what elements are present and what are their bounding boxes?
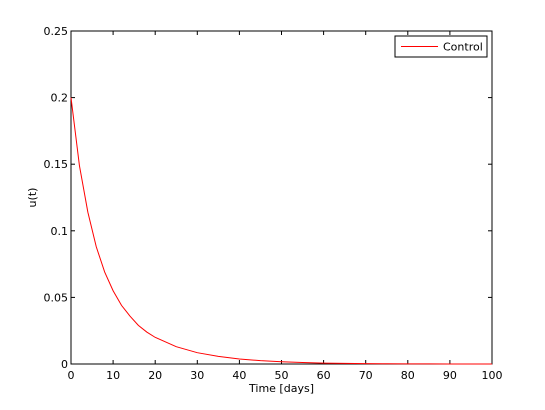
y-axis-label: u(t) — [26, 188, 39, 208]
x-tick-label: 30 — [190, 369, 204, 382]
x-tick-label: 60 — [317, 369, 331, 382]
y-tick-label: 0.1 — [51, 225, 69, 238]
series-layer — [70, 97, 492, 365]
y-tick-label: 0.25 — [44, 25, 69, 38]
x-tick-label: 0 — [68, 369, 75, 382]
y-tick-label: 0.15 — [44, 158, 69, 171]
y-tick-label: 0.05 — [44, 291, 69, 304]
x-tick-label: 10 — [106, 369, 120, 382]
x-tick-label: 90 — [443, 369, 457, 382]
x-tick-label: 80 — [401, 369, 415, 382]
y-tick-label: 0 — [61, 358, 68, 371]
plot-area — [70, 30, 493, 365]
legend-box — [394, 35, 488, 58]
ticks-layer: 0 10 20 30 40 50 60 70 80 90 100 0 0.05 0.1 0.15 0.2 0.2… — [44, 25, 503, 382]
x-tick-label: 40 — [232, 369, 246, 382]
x-tick-label: 50 — [275, 369, 289, 382]
x-axis-label: Time [days] — [248, 382, 314, 395]
legend-label-control: Control — [443, 41, 483, 54]
x-tick-label: 70 — [359, 369, 373, 382]
x-tick-label: 20 — [148, 369, 162, 382]
x-tick-label: 100 — [482, 369, 503, 382]
legend: Control — [394, 35, 488, 58]
y-tick-label: 0.2 — [51, 92, 69, 105]
series-line-control — [70, 97, 492, 365]
